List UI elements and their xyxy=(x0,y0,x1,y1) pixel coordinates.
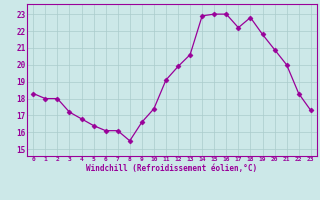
X-axis label: Windchill (Refroidissement éolien,°C): Windchill (Refroidissement éolien,°C) xyxy=(86,164,258,173)
